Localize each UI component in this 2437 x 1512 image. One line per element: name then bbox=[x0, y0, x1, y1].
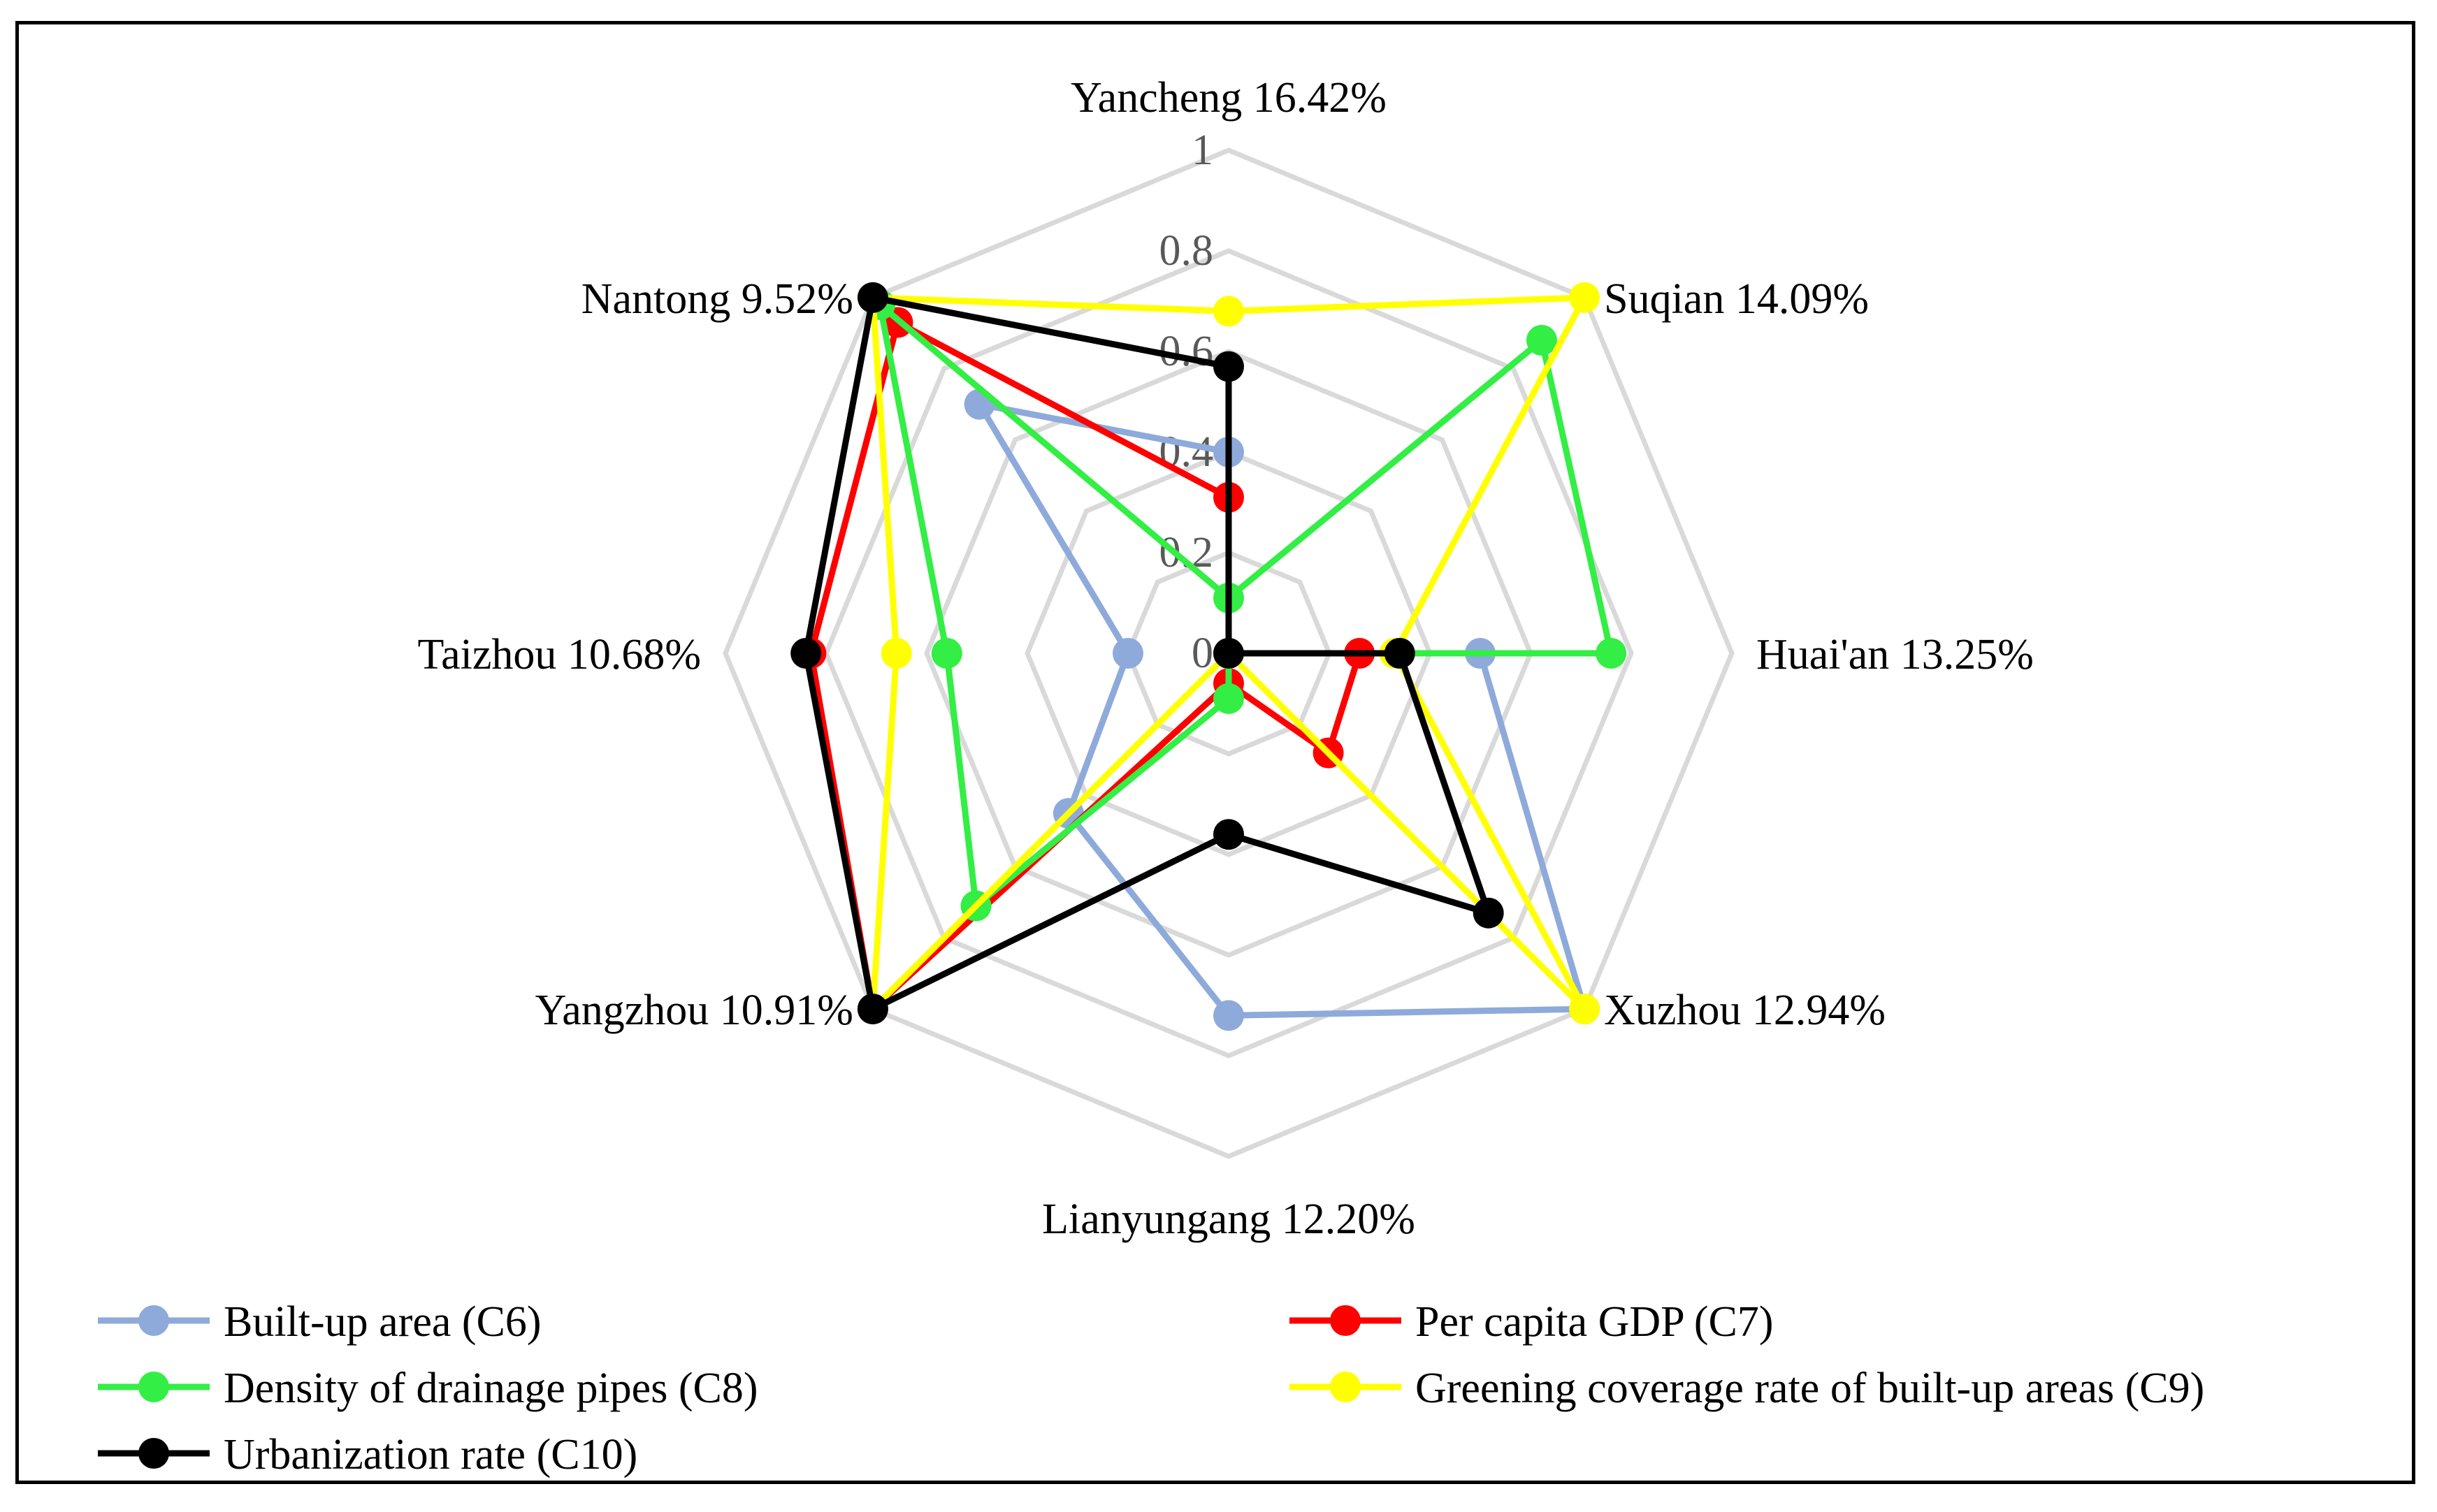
data-point bbox=[1569, 282, 1600, 313]
data-point bbox=[1384, 638, 1415, 669]
legend-swatch-marker bbox=[138, 1305, 169, 1336]
series-line bbox=[876, 301, 1614, 909]
tick-label: 0.8 bbox=[1159, 227, 1214, 275]
tick-label: 0.4 bbox=[1159, 428, 1214, 476]
axis-label: Lianyungang 12.20% bbox=[1042, 1195, 1415, 1243]
axis-label: Yangzhou 10.91% bbox=[535, 987, 853, 1034]
legend-label: Per capita GDP (C7) bbox=[1415, 1298, 1774, 1346]
series-5 bbox=[790, 282, 1504, 1025]
data-point bbox=[931, 638, 962, 669]
data-point bbox=[1213, 296, 1244, 327]
axis-label: Yancheng 16.42% bbox=[1071, 74, 1387, 122]
tick-label: 0.2 bbox=[1159, 529, 1214, 576]
data-point bbox=[857, 282, 888, 313]
data-point bbox=[1213, 351, 1244, 382]
legend-item: Greening coverage rate of built-up areas… bbox=[1289, 1365, 2204, 1412]
legend-label: Built-up area (C6) bbox=[224, 1298, 542, 1346]
grid-ring bbox=[823, 248, 1634, 1059]
legend-item: Urbanization rate (C10) bbox=[98, 1431, 637, 1478]
legend-swatch-marker bbox=[138, 1438, 169, 1469]
axis-label: Suqian 14.09% bbox=[1604, 275, 1869, 323]
data-point bbox=[1213, 819, 1244, 850]
axis-label: Nantong 9.52% bbox=[581, 275, 853, 323]
tick-label: 0.6 bbox=[1159, 328, 1214, 375]
legend-swatch-marker bbox=[1330, 1305, 1361, 1336]
tick-label: 1 bbox=[1192, 126, 1213, 174]
data-point bbox=[1526, 325, 1557, 356]
data-point bbox=[857, 994, 888, 1025]
legend-item: Built-up area (C6) bbox=[98, 1298, 542, 1346]
data-point bbox=[1213, 683, 1244, 714]
legend-label: Urbanization rate (C10) bbox=[224, 1431, 637, 1478]
grid-ring bbox=[1125, 550, 1332, 757]
legend-item: Density of drainage pipes (C8) bbox=[98, 1365, 758, 1412]
legend-label: Greening coverage rate of built-up areas… bbox=[1415, 1365, 2204, 1412]
grid-ring bbox=[723, 147, 1735, 1159]
chart-frame bbox=[15, 21, 2415, 1484]
legend-swatch-marker bbox=[1330, 1372, 1361, 1402]
grid-ring bbox=[1025, 449, 1433, 857]
legend-label: Density of drainage pipes (C8) bbox=[224, 1365, 758, 1412]
data-point bbox=[1213, 638, 1244, 669]
data-point bbox=[790, 638, 822, 669]
series-layer bbox=[790, 282, 1627, 1031]
axis-label: Huai'an 13.25% bbox=[1756, 631, 2034, 678]
data-point bbox=[1596, 638, 1627, 669]
legend-swatch-marker bbox=[138, 1372, 169, 1402]
data-point bbox=[1113, 638, 1143, 669]
axis-label: Taizhou 10.68% bbox=[418, 631, 701, 678]
axis-labels: Yancheng 16.42% Suqian 14.09% Huai'an 13.2… bbox=[418, 74, 2034, 1243]
data-point bbox=[1473, 897, 1504, 929]
radial-tick-labels: 00.20.40.60.81 bbox=[1159, 126, 1214, 677]
legend: Built-up area (C6) Per capita GDP (C7) Den… bbox=[98, 1298, 2204, 1478]
data-point bbox=[1213, 1000, 1244, 1031]
data-point bbox=[1569, 994, 1600, 1025]
axis-label: Xuzhou 12.94% bbox=[1604, 987, 1886, 1034]
data-point bbox=[881, 638, 912, 669]
legend-item: Per capita GDP (C7) bbox=[1289, 1298, 1774, 1346]
